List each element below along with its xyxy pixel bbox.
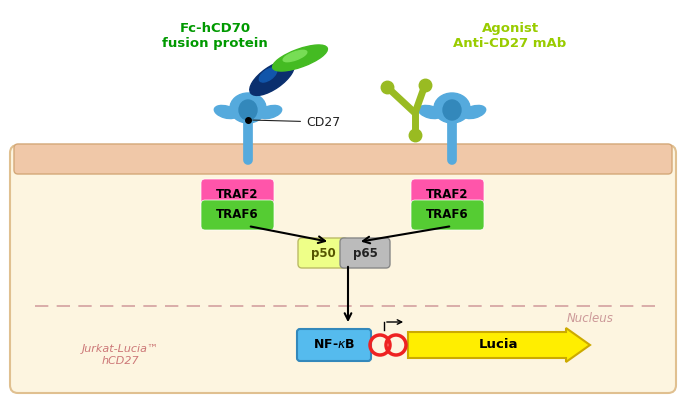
FancyBboxPatch shape: [411, 179, 484, 209]
Ellipse shape: [272, 45, 327, 71]
Ellipse shape: [250, 60, 294, 96]
Ellipse shape: [443, 100, 461, 120]
Text: Fc-hCD70
fusion protein: Fc-hCD70 fusion protein: [162, 22, 268, 50]
Text: Nucleus: Nucleus: [567, 312, 613, 324]
Ellipse shape: [230, 93, 266, 123]
Text: Lucia: Lucia: [480, 339, 519, 351]
Ellipse shape: [239, 100, 257, 120]
FancyBboxPatch shape: [297, 329, 371, 361]
FancyBboxPatch shape: [411, 200, 484, 230]
FancyBboxPatch shape: [201, 179, 274, 209]
Text: Agonist
Anti-CD27 mAb: Agonist Anti-CD27 mAb: [453, 22, 567, 50]
Ellipse shape: [259, 105, 282, 119]
Ellipse shape: [418, 105, 442, 119]
FancyBboxPatch shape: [201, 200, 274, 230]
FancyArrow shape: [408, 328, 590, 362]
Ellipse shape: [259, 68, 276, 82]
Text: NF-$\kappa$B: NF-$\kappa$B: [313, 339, 355, 351]
Text: p65: p65: [353, 246, 377, 259]
Text: TRAF2: TRAF2: [426, 187, 469, 201]
FancyBboxPatch shape: [298, 238, 348, 268]
Text: p50: p50: [311, 246, 335, 259]
Text: TRAF6: TRAF6: [216, 209, 259, 222]
Ellipse shape: [462, 105, 486, 119]
Text: Jurkat-Lucia™
hCD27: Jurkat-Lucia™ hCD27: [82, 344, 158, 366]
Ellipse shape: [283, 50, 307, 62]
Ellipse shape: [214, 105, 237, 119]
Text: TRAF2: TRAF2: [216, 187, 259, 201]
FancyBboxPatch shape: [10, 145, 676, 393]
Text: TRAF6: TRAF6: [426, 209, 469, 222]
FancyBboxPatch shape: [14, 144, 672, 174]
FancyBboxPatch shape: [340, 238, 390, 268]
Ellipse shape: [434, 93, 470, 123]
Text: CD27: CD27: [252, 115, 340, 129]
